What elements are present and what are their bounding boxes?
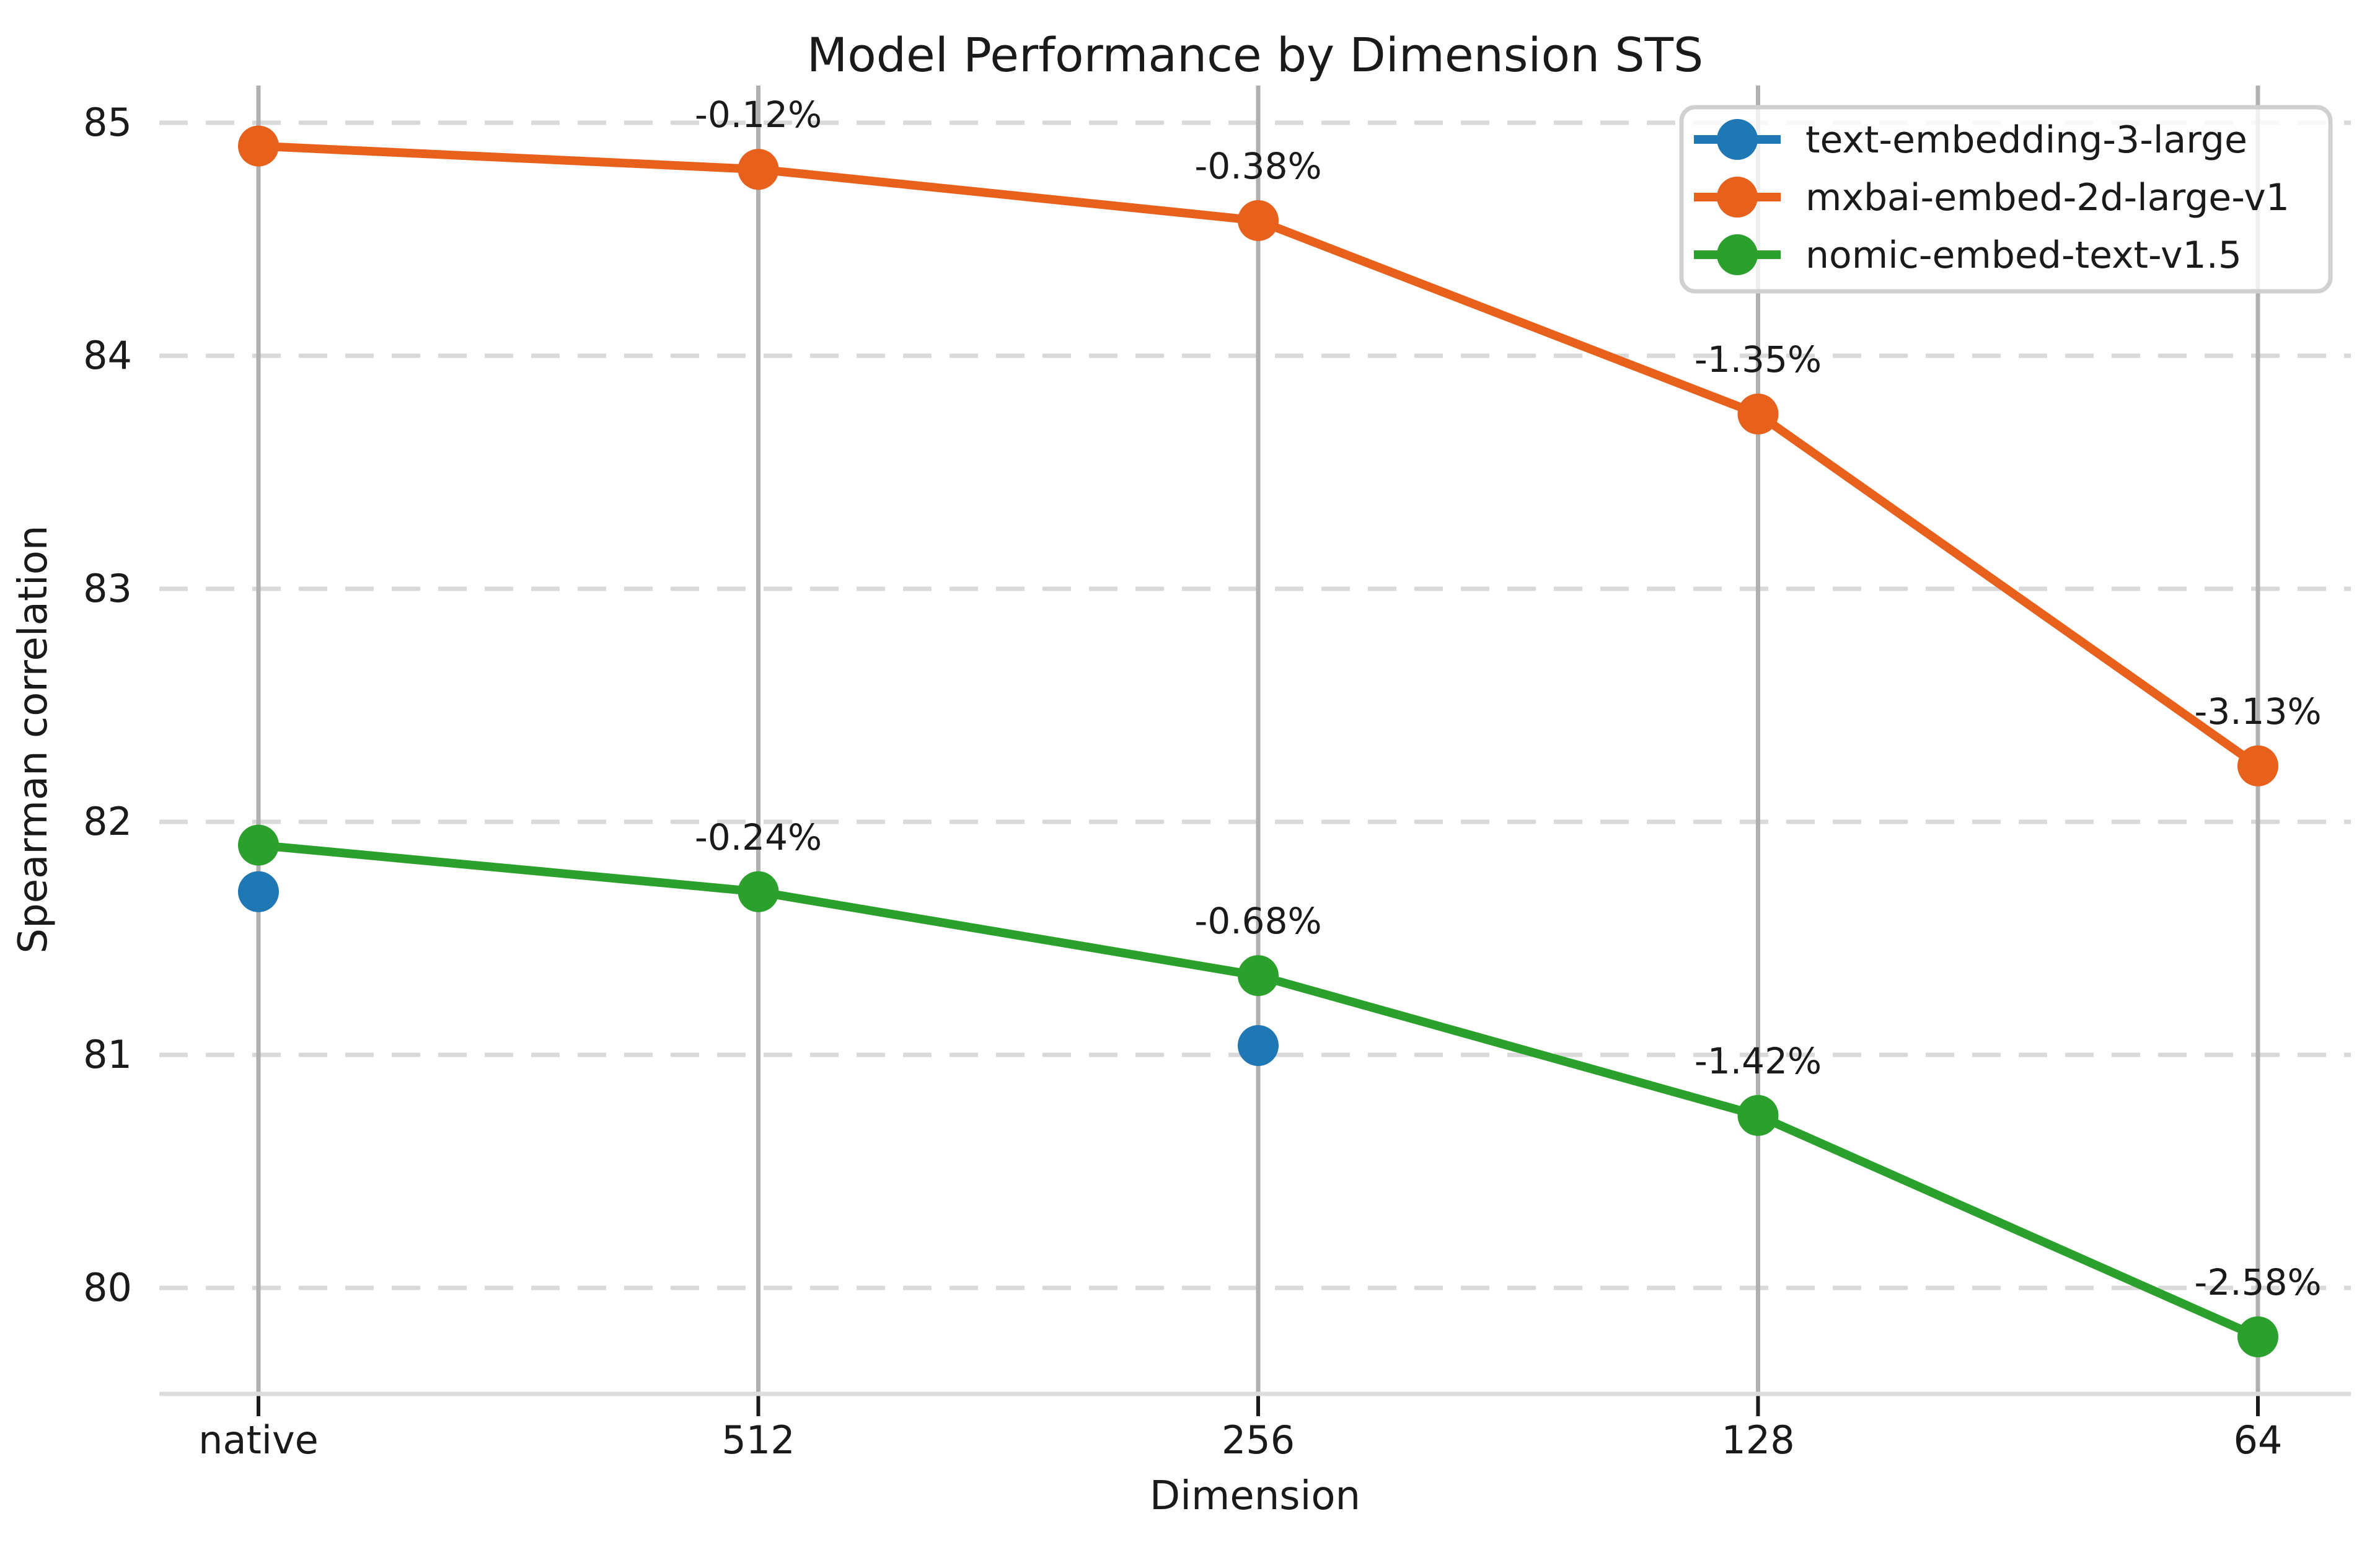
y-tick-label: 81	[83, 1032, 132, 1077]
legend-entry-label: mxbai-embed-2d-large-v1	[1805, 176, 2290, 219]
y-tick-label: 85	[83, 100, 132, 145]
data-point-nomic-embed-text-v1.5-native	[238, 824, 279, 866]
x-tick-label: 128	[1721, 1417, 1794, 1463]
annotation-label: -0.38%	[1194, 145, 1321, 187]
data-point-text-embedding-3-large-native	[238, 871, 279, 912]
legend-sample-marker	[1717, 177, 1758, 218]
y-tick-label: 82	[83, 799, 132, 844]
x-tick-label: 512	[721, 1417, 795, 1463]
data-point-nomic-embed-text-v1.5-128	[1737, 1095, 1779, 1136]
legend-box	[1679, 105, 2333, 294]
tick-labels-layer: 85 84 83 82 81 80 native 512 256 128 64	[83, 100, 2282, 1463]
data-point-nomic-embed-text-v1.5-512	[738, 871, 779, 912]
legend: text-embedding-3-large mxbai-embed-2d-lar…	[1679, 105, 2333, 294]
y-tick-label: 80	[83, 1265, 132, 1310]
axis-spine-layer	[159, 1391, 2351, 1416]
data-point-text-embedding-3-large-256	[1238, 1024, 1279, 1066]
data-point-mxbai-embed-2d-large-v1-256	[1238, 200, 1279, 241]
legend-entry-label: nomic-embed-text-v1.5	[1805, 234, 2242, 277]
x-tick-label: native	[198, 1417, 319, 1463]
x-tick-label: 256	[1222, 1417, 1295, 1463]
annotation-label: -0.68%	[1194, 900, 1321, 942]
y-axis-label: Spearman correlation	[11, 526, 56, 954]
legend-sample-marker	[1717, 234, 1758, 275]
data-point-mxbai-embed-2d-large-v1-512	[738, 149, 779, 190]
y-tick-label: 84	[83, 333, 132, 378]
x-axis-label: Dimension	[1150, 1473, 1360, 1519]
data-point-nomic-embed-text-v1.5-256	[1238, 955, 1279, 997]
annotation-label: -0.24%	[695, 816, 822, 858]
annotation-label: -0.12%	[695, 94, 822, 136]
gridlines-layer	[159, 86, 2351, 1394]
annotations-layer: -0.12% -0.38% -1.35% -3.13% -0.24% -0.68% -1.4…	[695, 94, 2322, 1303]
annotation-label: -3.13%	[2194, 690, 2321, 733]
legend-sample-marker	[1717, 119, 1758, 160]
chart-title: Model Performance by Dimension STS	[807, 27, 1704, 82]
data-point-mxbai-embed-2d-large-v1-64	[2237, 745, 2278, 786]
data-point-nomic-embed-text-v1.5-64	[2237, 1316, 2278, 1357]
legend-entry-label: text-embedding-3-large	[1805, 118, 2247, 162]
data-point-mxbai-embed-2d-large-v1-native	[238, 125, 279, 167]
series-layer	[238, 125, 2278, 1357]
annotation-label: -1.35%	[1695, 338, 1822, 381]
data-point-mxbai-embed-2d-large-v1-128	[1737, 394, 1779, 434]
annotation-label: -2.58%	[2194, 1261, 2321, 1303]
annotation-label: -1.42%	[1695, 1040, 1822, 1082]
x-tick-label: 64	[2234, 1417, 2283, 1463]
y-tick-label: 83	[83, 566, 132, 611]
